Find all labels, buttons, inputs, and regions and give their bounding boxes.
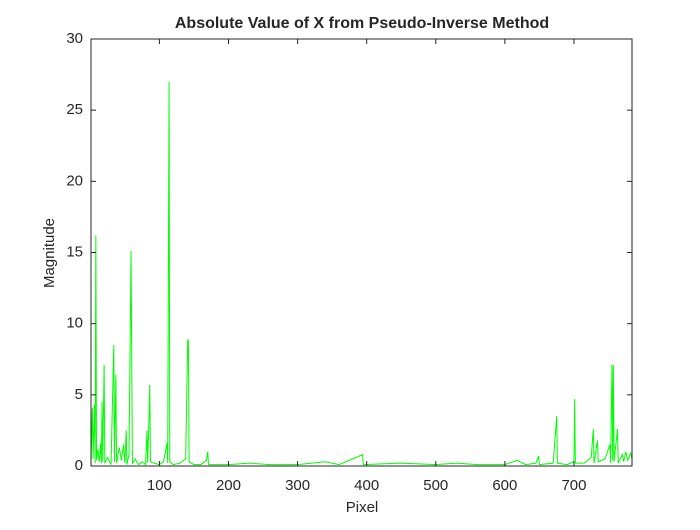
- y-tick-label: 0: [75, 457, 83, 474]
- x-tick-label: 200: [216, 477, 241, 494]
- x-axis-label: Pixel: [346, 499, 379, 516]
- x-tick-label: 700: [561, 477, 586, 494]
- data-line: [90, 81, 633, 466]
- y-tick-label: 30: [66, 30, 83, 47]
- chart-title: Absolute Value of X from Pseudo-Inverse …: [175, 15, 549, 32]
- y-tick-label: 5: [75, 386, 83, 403]
- y-axis-label: Magnitude: [41, 218, 58, 288]
- x-tick-label: 500: [423, 477, 448, 494]
- y-tick-label: 10: [66, 315, 83, 332]
- x-tick-label: 400: [354, 477, 379, 494]
- y-tick-label: 20: [66, 172, 83, 189]
- y-tick-label: 25: [66, 101, 83, 118]
- y-tick-label: 15: [66, 243, 83, 260]
- x-tick-label: 600: [492, 477, 517, 494]
- x-tick-label: 300: [285, 477, 310, 494]
- x-tick-label: 100: [147, 477, 172, 494]
